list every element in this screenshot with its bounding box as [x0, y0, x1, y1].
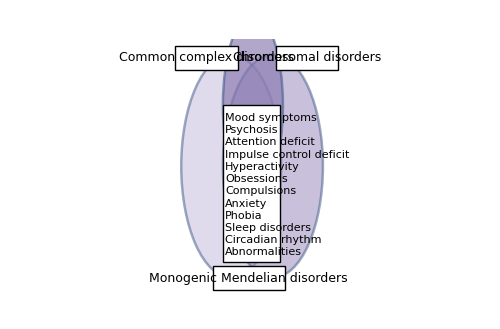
Text: Phobia: Phobia: [225, 211, 262, 221]
Text: Attention deficit: Attention deficit: [225, 137, 315, 147]
Text: Sleep disorders: Sleep disorders: [225, 223, 311, 233]
Text: Circadian rhythm: Circadian rhythm: [225, 235, 322, 245]
Text: Anxiety: Anxiety: [225, 198, 268, 209]
FancyBboxPatch shape: [174, 46, 238, 70]
Text: Hyperactivity: Hyperactivity: [225, 162, 300, 172]
Text: Compulsions: Compulsions: [225, 186, 296, 196]
Text: Obsessions: Obsessions: [225, 174, 288, 184]
FancyBboxPatch shape: [223, 105, 280, 263]
FancyBboxPatch shape: [213, 266, 284, 290]
Text: Common complex disorders: Common complex disorders: [118, 51, 294, 64]
Text: Mood symptoms: Mood symptoms: [225, 113, 317, 123]
Ellipse shape: [223, 55, 323, 278]
Text: Psychosis: Psychosis: [225, 125, 278, 135]
Text: Impulse control deficit: Impulse control deficit: [225, 150, 350, 160]
Ellipse shape: [223, 14, 283, 196]
FancyBboxPatch shape: [276, 46, 338, 70]
Text: Monogenic Mendelian disorders: Monogenic Mendelian disorders: [150, 272, 348, 285]
Ellipse shape: [181, 55, 282, 278]
Text: Chromosomal disorders: Chromosomal disorders: [233, 51, 381, 64]
Text: Abnormalities: Abnormalities: [225, 247, 302, 258]
